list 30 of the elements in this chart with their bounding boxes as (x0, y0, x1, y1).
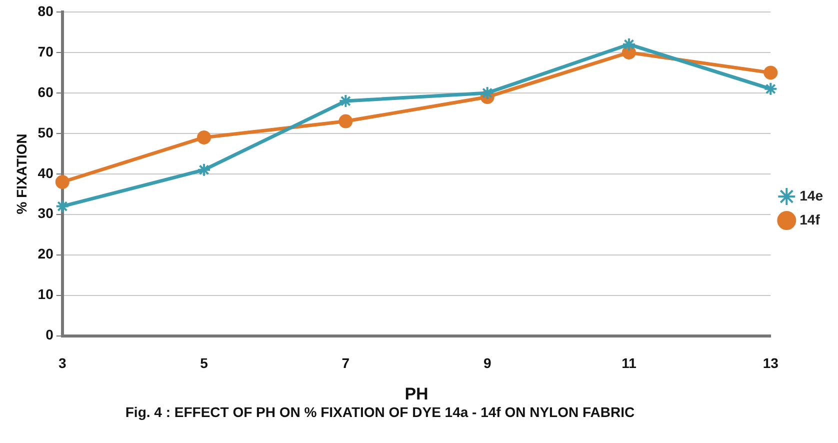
legend-label: 14e (800, 187, 824, 204)
x-tick-label: 11 (622, 355, 637, 372)
y-tick-label: 50 (38, 124, 54, 140)
y-tick-label: 60 (38, 84, 54, 100)
x-axis-title: PH (404, 384, 428, 404)
caption: Fig. 4 : EFFECT OF PH ON % FIXATION OF DYE 14a - 14f ON NYLON FABRIC (124, 403, 636, 421)
y-tick-label: 30 (38, 205, 54, 222)
point (197, 130, 212, 144)
y-tick-label: 80 (38, 2, 54, 19)
x-tick-label: 13 (762, 355, 779, 372)
y-tick-label: 0 (46, 326, 54, 343)
x-tick-label: 5 (200, 355, 208, 372)
point (622, 37, 636, 52)
point (338, 94, 353, 108)
legend-label: 14f (800, 211, 820, 228)
y-tick-label: 20 (38, 246, 54, 262)
y-axis-title: % FIXATION (13, 134, 30, 214)
point (764, 66, 778, 80)
x-tick-label: 3 (58, 355, 66, 372)
point (480, 86, 494, 100)
y-tick-label: 40 (38, 164, 54, 181)
y-tick-label: 70 (38, 43, 54, 60)
point (55, 174, 70, 189)
point (764, 82, 778, 96)
point (55, 199, 70, 214)
point (197, 162, 212, 177)
point (338, 114, 353, 128)
x-tick-label: 7 (342, 355, 350, 372)
y-tick-label: 10 (38, 286, 54, 302)
x-tick-label: 9 (483, 355, 492, 372)
